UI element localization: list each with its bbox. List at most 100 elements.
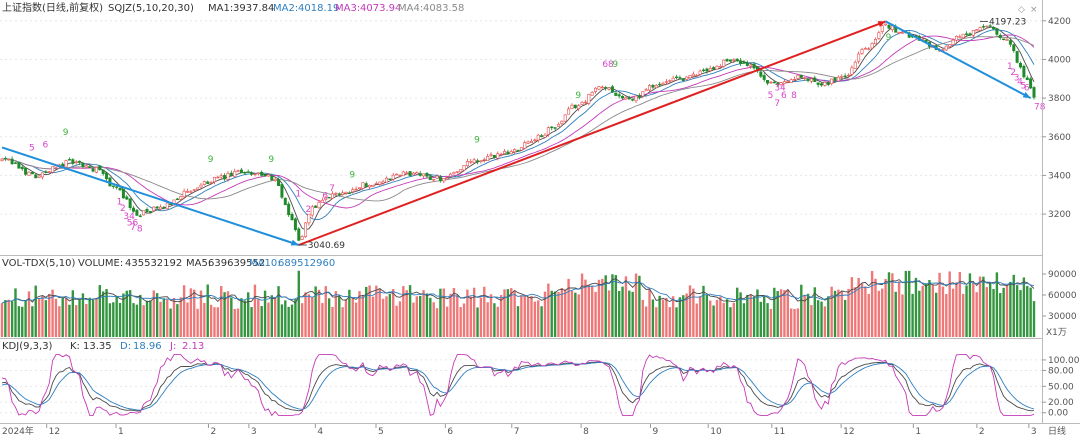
vol-y-tick-label: 60000 [1048,291,1077,301]
candle-body [799,74,803,78]
candle-body [115,186,119,188]
volume-bar [793,308,796,337]
volume-bar [179,297,182,337]
volume-bar [537,300,540,337]
candle-body [503,151,507,154]
candle-body [523,142,527,149]
td-label: 6 [781,91,787,101]
volume-bar [840,291,843,337]
candle-body [239,169,243,174]
volume-bar [412,302,415,337]
kdj-y-tick-label: 50.00 [1048,382,1074,392]
volume-bar [510,288,513,337]
kdj-j-label: J: [169,341,176,352]
volume-bar [715,299,719,337]
candle-body [739,60,743,64]
volume-bar [375,285,378,337]
diamond-icon[interactable]: ◇ [1018,5,1025,15]
volume-bar [7,299,10,337]
candle-body [384,177,388,183]
time-tick-label: 9 [652,427,658,437]
main-legend: 上证指数(日线,前复权) SQJZ(5,10,20,30) MA1: 3937.… [2,1,464,14]
volume-bar [122,293,125,337]
volume-bar [74,305,78,337]
ma1-line [1,26,1035,231]
candle-body [1002,38,1006,41]
candle-body [732,59,736,61]
volume-bar [277,286,280,337]
candle-body [890,25,894,30]
candle-body [381,181,385,184]
volume-bar [452,288,456,337]
volume-bar [897,281,901,337]
candle-body [610,86,614,93]
volume-bar [392,289,395,337]
candle-body [455,171,459,173]
candle-body [47,171,51,173]
close-icon[interactable]: × [1030,5,1038,15]
volume-bar [300,303,304,337]
volume-bar [280,304,284,337]
volume-bar [24,300,27,337]
volume-bar [176,304,179,337]
volume-bar [904,270,908,337]
volume-bar [719,296,722,337]
kdj-k-value: 13.35 [83,341,112,352]
candle-body [823,81,827,86]
trend-line [298,20,886,246]
candle-body [553,127,557,129]
volume-bar [290,304,294,337]
volume-bar [44,300,48,337]
candle-body [449,173,453,177]
volume-bar [820,301,823,337]
candle-body [94,167,98,173]
candle-body [125,196,129,200]
time-tick-label: 2 [210,427,216,437]
candle-body [617,94,621,97]
volume-bar [243,300,247,337]
volume-bar [270,295,274,337]
td-label: 9 [575,91,581,101]
kdj-d-line [1,362,1035,411]
volume-bar [918,290,921,337]
volume-bar [324,286,327,337]
candle-body [971,30,975,36]
volume-bar [759,301,763,337]
candle-body [749,64,753,67]
candle-body [506,151,510,155]
candle-body [769,81,773,84]
volume-bar [884,279,887,337]
candle-body [223,175,227,180]
volume-bar [921,285,924,337]
td-label: 8 [137,224,143,234]
volume-bar [698,296,702,337]
candle-body [513,149,517,153]
volume-bar [769,308,773,337]
candle-body [425,173,429,177]
candle-body [975,29,979,32]
volume-bar [98,285,102,337]
volume-bar [418,295,422,337]
candle-body [573,104,577,109]
volume-bar [196,308,199,337]
volume-bar [607,290,611,337]
candle-body [985,25,989,28]
candle-body [816,82,820,85]
candle-body [735,58,739,61]
volume-bar [762,295,766,337]
panel-controls[interactable]: ◇ × [1018,5,1038,15]
time-tick-label: 1 [118,427,124,437]
volume-bar [948,271,951,337]
td-label: 5 [1021,81,1027,91]
volume-bar [408,285,412,337]
candle-body [499,153,503,156]
volume-bar [415,296,419,337]
kdj-y-tick-label: 80.00 [1048,366,1074,376]
volume-bar [523,295,526,337]
volume-bar [611,274,614,337]
candle-body [280,184,284,198]
candle-body [142,210,146,216]
volume-bar [773,287,776,337]
volume-bar [378,288,381,337]
candle-body [250,172,254,175]
